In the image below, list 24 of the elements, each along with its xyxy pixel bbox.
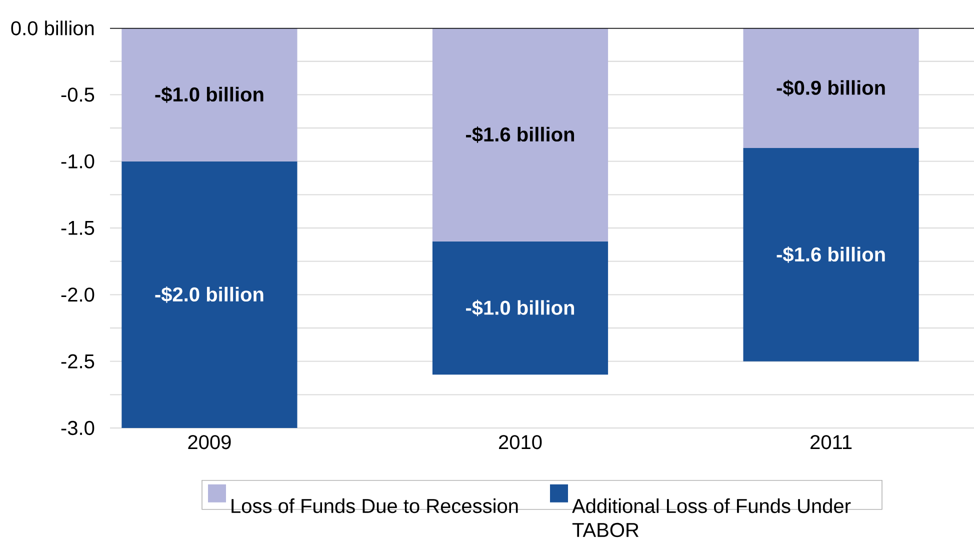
x-tick-label: 2010 — [499, 435, 542, 450]
bar — [743, 28, 919, 148]
data-label: -$2.0 billion — [155, 286, 264, 303]
bar — [122, 28, 298, 162]
data-label: -$1.6 billion — [776, 246, 885, 263]
y-tick-label: -2.0 — [61, 288, 94, 302]
x-tick-label: 2011 — [810, 435, 852, 450]
bar — [122, 161, 298, 428]
y-tick-label: -0.5 — [61, 88, 94, 102]
bar — [432, 28, 608, 242]
data-label: -$1.0 billion — [466, 300, 574, 316]
bar — [432, 241, 608, 375]
y-tick-label: -1.5 — [61, 221, 94, 235]
legend-label: Additional Loss of Funds Under TABOR — [572, 498, 851, 538]
data-label: -$0.9 billion — [776, 80, 885, 96]
y-tick-label: 0.0 billion — [11, 20, 94, 36]
x-tick-label: 2009 — [188, 435, 231, 450]
bar — [743, 148, 919, 362]
data-label: -$1.0 billion — [155, 86, 264, 103]
data-label: -$1.6 billion — [466, 126, 574, 143]
y-tick-label: -3.0 — [61, 420, 94, 436]
y-tick-label: -2.5 — [61, 354, 94, 368]
y-tick-label: -1.0 — [61, 154, 94, 168]
legend-label: Loss of Funds Due to Recession — [232, 498, 518, 514]
